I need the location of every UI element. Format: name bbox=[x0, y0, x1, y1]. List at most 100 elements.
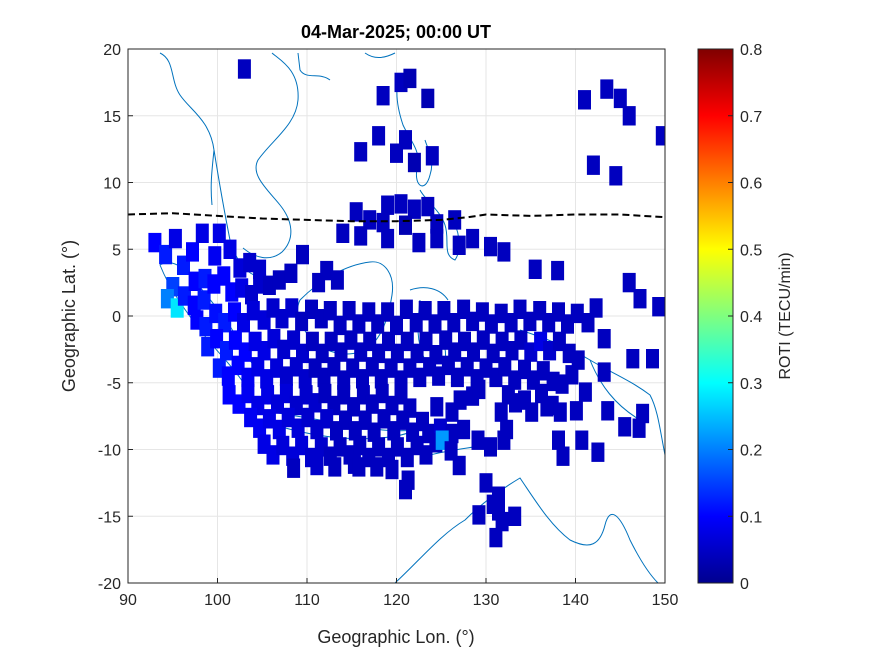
y-tick-label: -15 bbox=[98, 509, 121, 526]
roti-cell bbox=[626, 349, 640, 369]
roti-cell bbox=[381, 228, 395, 249]
roti-cell bbox=[565, 365, 579, 385]
roti-cell bbox=[589, 298, 603, 318]
roti-cell bbox=[381, 195, 395, 215]
roti-cell bbox=[652, 297, 665, 317]
roti-cell bbox=[613, 88, 627, 109]
roti-cell bbox=[552, 331, 566, 352]
roti-cell bbox=[452, 455, 466, 476]
roti-cell bbox=[270, 358, 284, 378]
y-tick-label: 0 bbox=[112, 309, 121, 326]
x-tick-label: 120 bbox=[383, 592, 410, 609]
x-tick-label: 140 bbox=[562, 592, 589, 609]
roti-cell bbox=[279, 366, 293, 386]
roti-cell bbox=[476, 330, 490, 350]
roti-cell bbox=[597, 362, 611, 382]
roti-cell bbox=[207, 274, 221, 294]
roti-cell bbox=[231, 355, 245, 376]
roti-cell bbox=[160, 289, 174, 309]
roti-cell bbox=[453, 390, 467, 410]
coastline-china bbox=[297, 52, 396, 81]
roti-cell bbox=[323, 301, 337, 321]
roti-cell bbox=[187, 295, 201, 315]
roti-cell bbox=[223, 239, 237, 259]
roti-cell bbox=[552, 430, 565, 450]
roti-cell bbox=[352, 457, 366, 477]
roti-cell bbox=[646, 349, 659, 369]
roti-cell bbox=[339, 410, 352, 430]
roti-cell bbox=[540, 397, 554, 417]
roti-cell bbox=[553, 402, 567, 422]
roti-cell bbox=[484, 437, 497, 457]
roti-cell bbox=[235, 278, 249, 298]
roti-cell bbox=[632, 418, 646, 438]
roti-cell bbox=[342, 301, 356, 321]
roti-cell bbox=[233, 258, 247, 278]
roti-cell bbox=[569, 401, 583, 421]
roti-cell bbox=[633, 289, 647, 309]
roti-cell bbox=[291, 418, 305, 438]
roti-cell bbox=[399, 215, 412, 235]
roti-cell bbox=[208, 246, 222, 266]
roti-cell bbox=[295, 435, 309, 456]
roti-cell bbox=[460, 357, 474, 377]
roti-cell bbox=[513, 299, 527, 319]
y-axis-label: Geographic Lat. (°) bbox=[59, 240, 79, 392]
roti-cell bbox=[551, 260, 565, 281]
roti-cell bbox=[370, 457, 384, 477]
roti-cell bbox=[261, 385, 275, 405]
roti-cell bbox=[390, 437, 404, 457]
roti-cell bbox=[296, 244, 309, 265]
roti-cell bbox=[148, 232, 162, 253]
roti-cell bbox=[320, 409, 334, 429]
roti-cell bbox=[523, 311, 537, 332]
roti-cell bbox=[494, 303, 508, 324]
roti-cell bbox=[390, 315, 403, 336]
roti-cell bbox=[385, 459, 399, 480]
roti-cell bbox=[374, 369, 388, 389]
chart-title: 04-Mar-2025; 00:00 UT bbox=[301, 22, 491, 42]
roti-cell bbox=[484, 236, 497, 257]
roti-cell bbox=[188, 271, 202, 291]
roti-cell bbox=[561, 314, 574, 334]
roti-cell bbox=[466, 228, 480, 249]
roti-cell bbox=[609, 166, 623, 186]
roti-cell bbox=[228, 330, 242, 350]
roti-cell bbox=[212, 223, 226, 243]
roti-cell bbox=[308, 393, 322, 413]
roti-cell bbox=[237, 59, 251, 79]
roti-cell bbox=[177, 286, 191, 306]
roti-cell bbox=[272, 270, 286, 290]
roti-cell bbox=[636, 403, 650, 424]
roti-cell bbox=[498, 357, 512, 377]
roti-cell bbox=[508, 506, 522, 526]
roti-cell bbox=[334, 342, 348, 362]
roti-cell bbox=[333, 437, 347, 457]
roti-cell bbox=[525, 402, 539, 422]
colorbar-label: ROTI (TECU/min) bbox=[777, 252, 794, 379]
roti-cell bbox=[495, 331, 509, 352]
roti-cell bbox=[571, 350, 585, 370]
y-tick-label: 10 bbox=[103, 176, 121, 193]
roti-cell bbox=[578, 382, 592, 402]
roti-cell bbox=[222, 385, 236, 405]
roti-cell bbox=[384, 358, 398, 378]
roti-cell bbox=[333, 315, 347, 336]
roti-cell bbox=[403, 68, 417, 89]
x-tick-label: 100 bbox=[204, 592, 231, 609]
roti-cell bbox=[655, 126, 665, 146]
roti-cell bbox=[413, 367, 427, 388]
y-axis-ticks: -20 -15 -10 -5 0 5 10 15 20 bbox=[98, 42, 133, 593]
x-tick-label: 130 bbox=[473, 592, 500, 609]
roti-cell bbox=[197, 290, 211, 310]
roti-cell bbox=[497, 242, 511, 262]
roti-cell bbox=[262, 409, 276, 429]
roti-cell bbox=[601, 401, 615, 421]
roti-cell bbox=[253, 274, 267, 294]
roti-cell bbox=[575, 430, 589, 450]
roti-cell bbox=[394, 194, 408, 214]
roti-cell bbox=[354, 142, 368, 162]
roti-cell bbox=[354, 226, 368, 246]
roti-cell bbox=[260, 369, 274, 389]
roti-cell bbox=[376, 212, 390, 233]
